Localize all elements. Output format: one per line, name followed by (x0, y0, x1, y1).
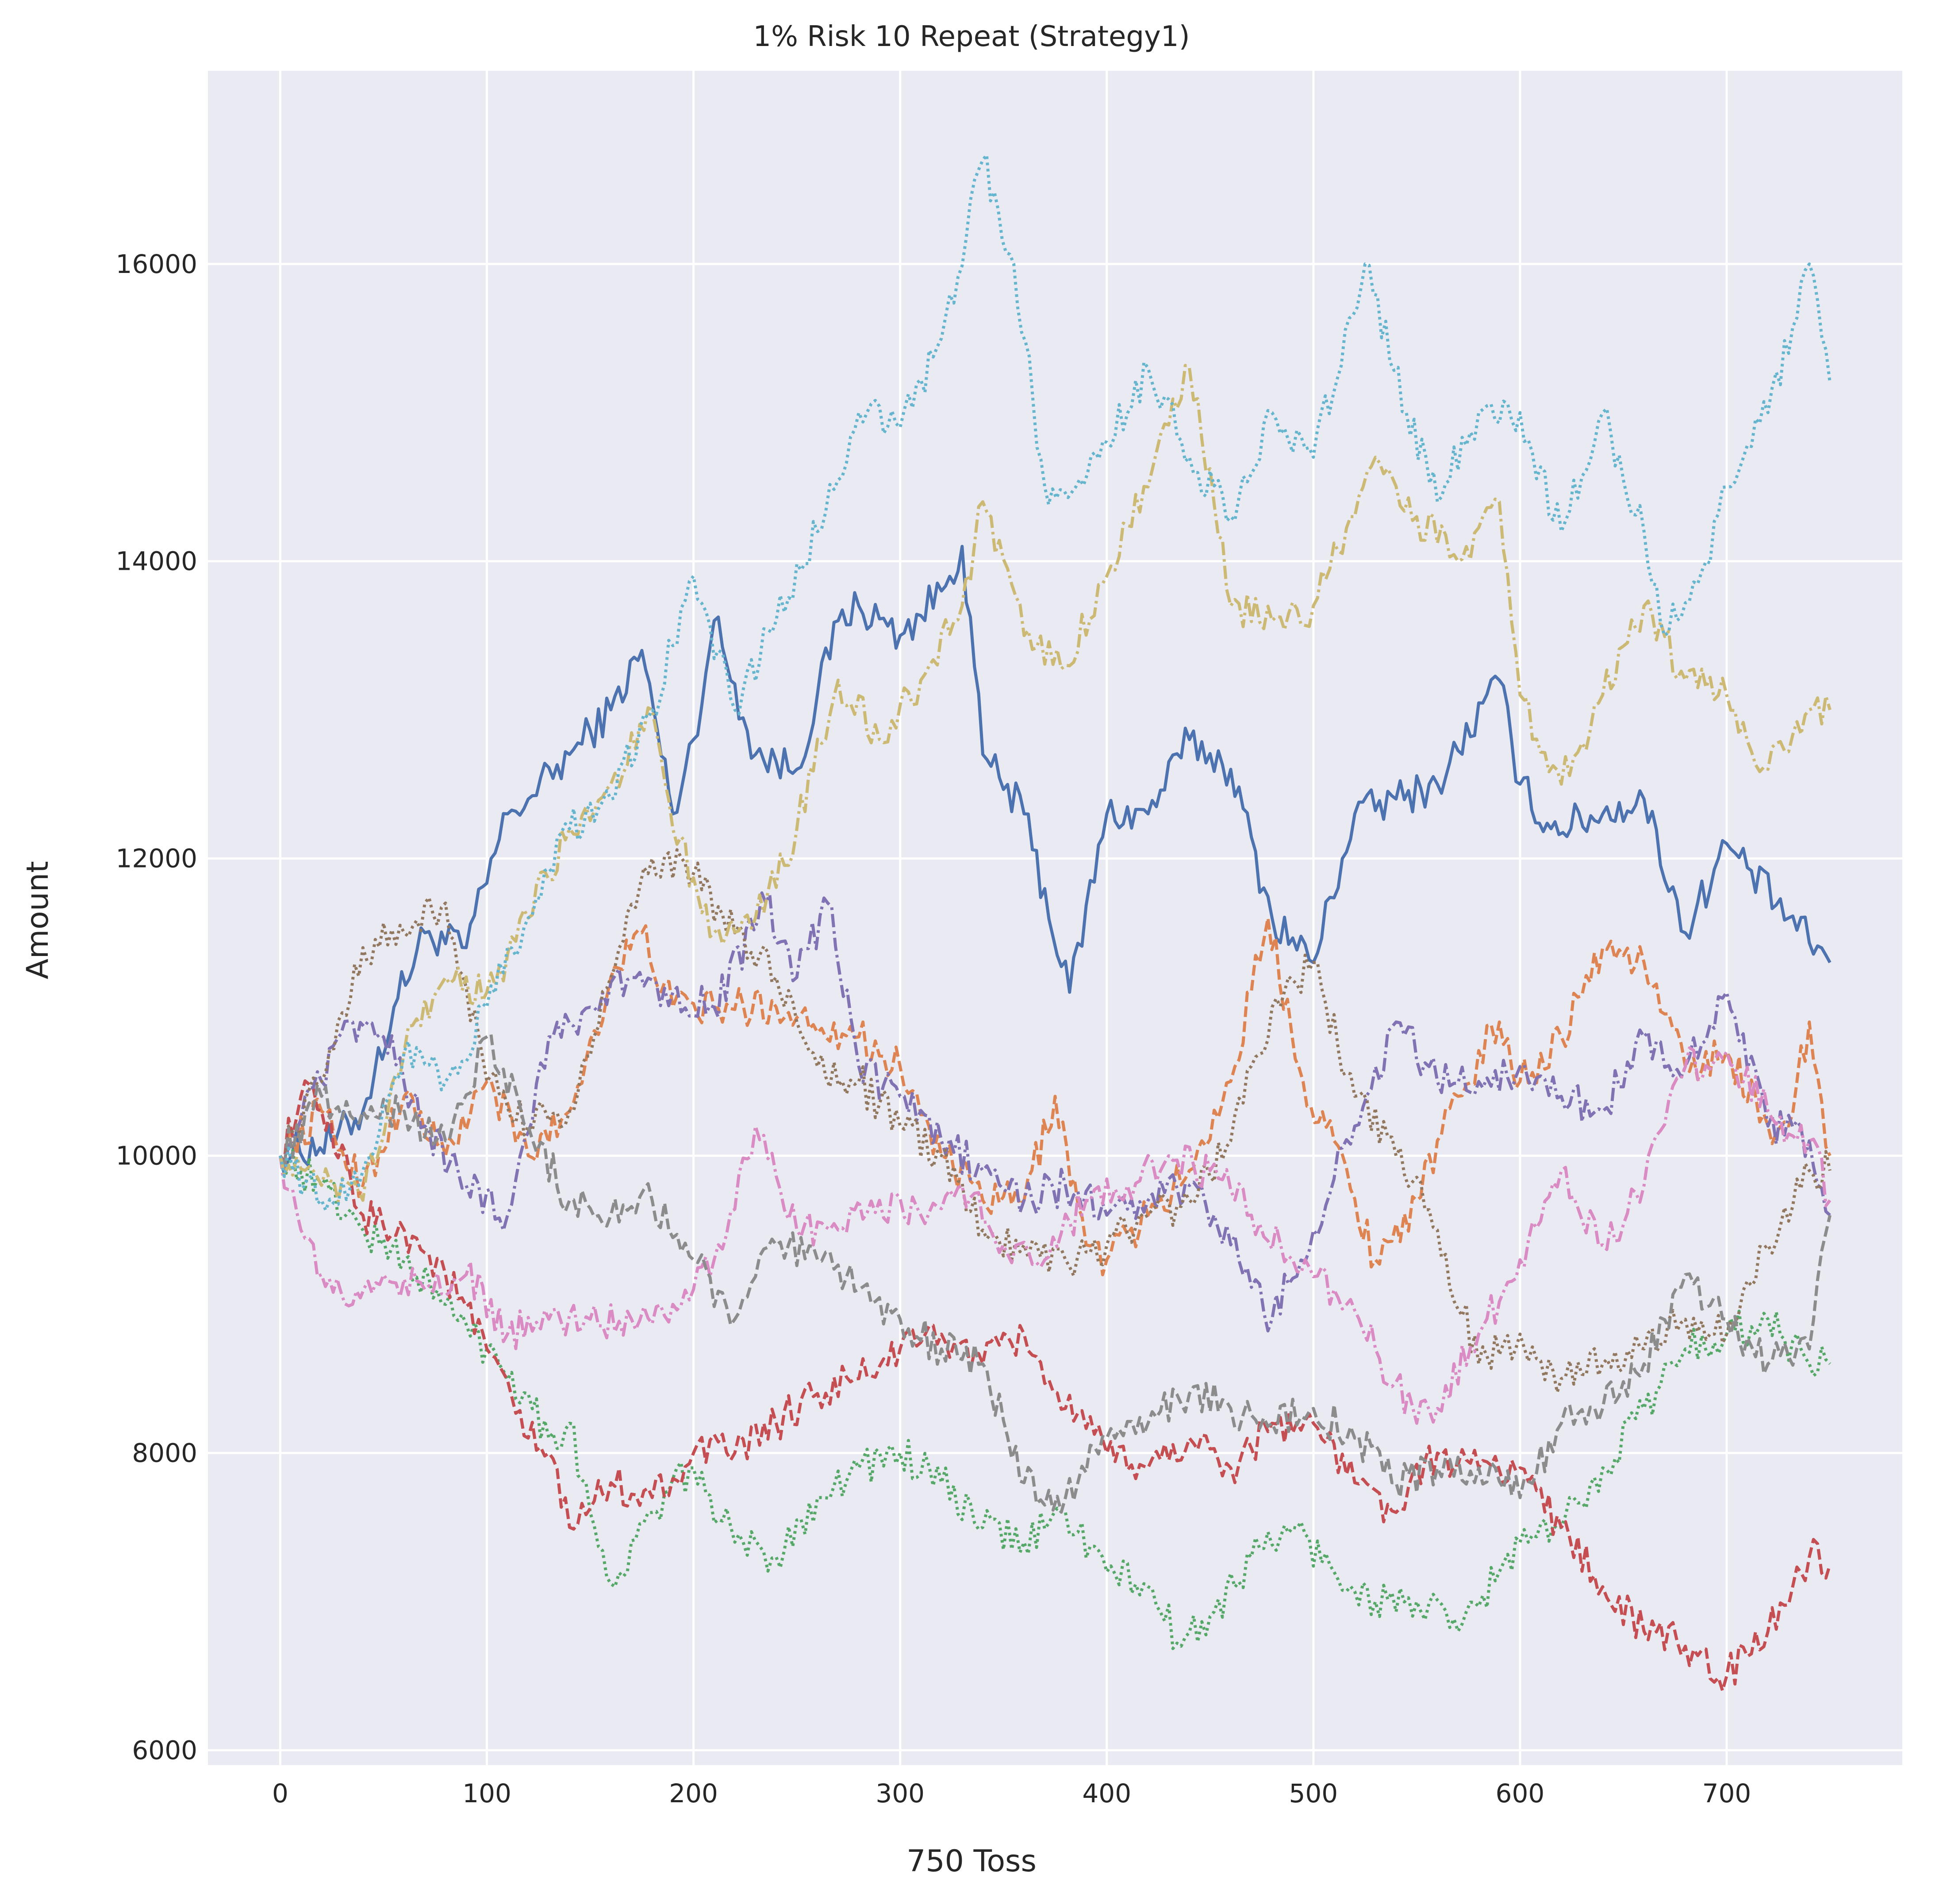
x-tick-label: 100 (462, 1778, 511, 1808)
series-line (279, 891, 1831, 1332)
series-line (279, 1033, 1832, 1514)
series-line (279, 153, 1832, 1212)
x-tick-label: 400 (1082, 1778, 1131, 1808)
x-axis-label: 750 Toss (906, 1844, 1037, 1879)
series-line (279, 1046, 1832, 1425)
y-tick-label: 16000 (115, 249, 197, 279)
series-line (279, 545, 1832, 1175)
y-tick-label: 8000 (132, 1438, 197, 1468)
y-tick-label: 14000 (115, 546, 197, 576)
y-tick-label: 10000 (115, 1141, 197, 1171)
x-tick-label: 300 (876, 1778, 925, 1808)
x-tick-label: 200 (669, 1778, 718, 1808)
series-line (279, 1079, 1832, 1693)
series-line (279, 916, 1832, 1277)
plot-area (208, 71, 1902, 1765)
y-tick-label: 12000 (115, 844, 197, 874)
series-lines (279, 153, 1832, 1693)
x-tick-label: 500 (1289, 1778, 1338, 1808)
series-line (279, 1148, 1832, 1650)
y-tick-label: 6000 (132, 1735, 197, 1765)
chart-title: 1% Risk 10 Repeat (Strategy1) (753, 20, 1190, 53)
x-tick-label: 700 (1702, 1778, 1751, 1808)
x-tick-label: 0 (272, 1778, 288, 1808)
series-line (279, 364, 1832, 1203)
y-axis-label: Amount (20, 861, 55, 979)
x-axis-ticks: 0 100 200 300 400 500 600 700 (272, 1778, 1751, 1808)
x-tick-label: 600 (1496, 1778, 1545, 1808)
y-axis-ticks: 6000 8000 10000 12000 14000 16000 (115, 249, 197, 1766)
